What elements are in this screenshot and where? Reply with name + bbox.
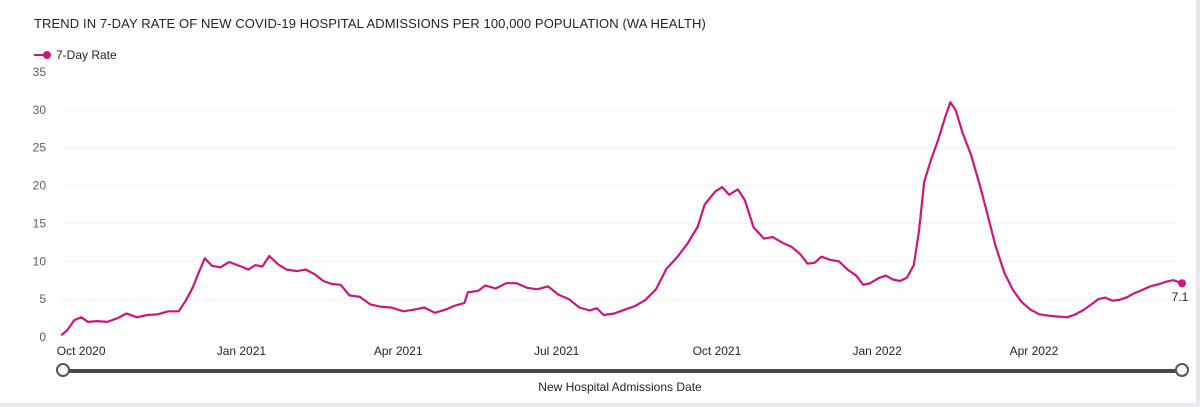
legend[interactable]: 7-Day Rate	[34, 47, 117, 63]
grid-lines	[62, 71, 1182, 300]
legend-marker-icon	[34, 49, 52, 61]
y-axis: 0 5 10 15 20 25 30 35	[33, 65, 47, 344]
x-tick-label: Jan 2021	[217, 344, 267, 358]
y-tick-label: 30	[33, 103, 47, 117]
y-tick-label: 10	[33, 254, 47, 268]
last-value-label: 7.1	[1172, 290, 1189, 304]
x-tick-label: Oct 2021	[693, 344, 742, 358]
x-tick-label: Apr 2022	[1010, 344, 1059, 358]
legend-label: 7-Day Rate	[56, 48, 117, 62]
legend-line	[34, 54, 48, 56]
x-tick-label: Oct 2020	[57, 344, 106, 358]
legend-dot	[43, 51, 51, 59]
y-tick-label: 0	[39, 330, 46, 344]
series-line[interactable]	[60, 101, 1184, 336]
slider-start-handle[interactable]	[56, 363, 70, 377]
chart-title: TREND IN 7-DAY RATE OF NEW COVID-19 HOSP…	[34, 16, 706, 31]
x-tick-label: Jul 2021	[534, 344, 580, 358]
last-point-marker[interactable]	[1178, 279, 1186, 288]
y-tick-label: 25	[33, 141, 47, 155]
y-tick-label: 15	[33, 216, 47, 230]
date-range-slider-track[interactable]	[62, 369, 1182, 373]
y-tick-label: 35	[33, 65, 47, 79]
x-axis-title: New Hospital Admissions Date	[538, 380, 702, 394]
series-group: 7.1	[60, 101, 1189, 336]
y-tick-label: 5	[39, 292, 46, 306]
slider-end-handle[interactable]	[1175, 363, 1189, 377]
x-tick-label: Jan 2022	[852, 344, 902, 358]
x-tick-label: Apr 2021	[374, 344, 423, 358]
x-axis: Oct 2020 Jan 2021 Apr 2021 Jul 2021 Oct 2021…	[57, 344, 1059, 358]
y-tick-label: 20	[33, 179, 47, 193]
